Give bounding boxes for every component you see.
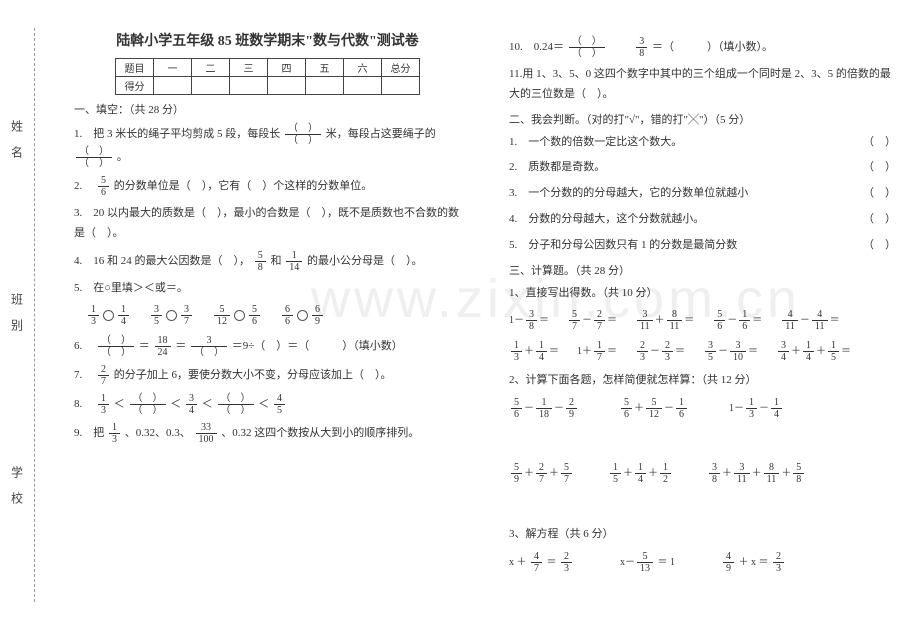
th-7: 总分	[382, 59, 420, 77]
exam-title: 陆斡小学五年级 85 班数学期末"数与代数"测试卷	[74, 30, 461, 50]
j3: 3. 一个分数的的分母越大，它的分数单位就越小（ ）	[509, 184, 896, 204]
c3-head: 3、解方程（共 6 分）	[509, 525, 896, 545]
frac-1-14: 114	[286, 250, 302, 273]
th-1: 一	[154, 59, 192, 77]
th-6: 六	[344, 59, 382, 77]
j4: 4. 分数的分母越大，这个分数就越小。（ ）	[509, 210, 896, 230]
label-class: 班别	[9, 293, 26, 345]
frac-blank: （ ）（ ）	[285, 123, 321, 146]
c1-head: 1、直接写出得数。（共 10 分）	[509, 284, 896, 304]
c1-row2: 13＋14＝ 1＋17＝ 23－23＝ 35－310＝ 34＋14＋15＝	[509, 340, 896, 363]
c1-row1: 1－38＝ 57－27＝ 311＋811＝ 56－16＝ 411－411＝	[509, 309, 896, 332]
frac-blank: （ ）（ ）	[76, 146, 112, 169]
section-calc: 三、计算题。（共 28 分）	[509, 262, 896, 278]
j1: 1. 一个数的倍数一定比这个数大。（ ）	[509, 133, 896, 153]
section-judge: 二、我会判断。（对的打"√"，错的打"╳"）（5 分）	[509, 111, 896, 127]
j2: 2. 质数都是奇数。（ ）	[509, 158, 896, 178]
binding-labels: 姓名 班别 学校	[0, 0, 34, 638]
c2-row1: 56－118－29 56＋512－16 1－13－14	[509, 397, 896, 420]
th-2: 二	[192, 59, 230, 77]
binding-line	[34, 28, 50, 602]
row2-label: 得分	[116, 77, 154, 95]
left-column: 陆斡小学五年级 85 班数学期末"数与代数"测试卷 题目 一 二 三 四 五 六…	[50, 0, 485, 638]
q5-items: 1314 3537 51256 6669	[86, 304, 461, 327]
c2-head: 2、计算下面各题，怎样简便就怎样算：（共 12 分）	[509, 371, 896, 391]
score-table: 题目 一 二 三 四 五 六 总分 得分	[115, 58, 420, 95]
th-0: 题目	[116, 59, 154, 77]
th-4: 四	[268, 59, 306, 77]
q9: 9. 把 13 、0.32、0.3、 33100 、0.32 这四个数按从大到小…	[74, 422, 461, 445]
q8: 8. 13 ＜ （ ）（ ） ＜ 34 ＜ （ ）（ ） ＜ 45	[74, 393, 461, 416]
q5: 5. 在○里填＞＜或＝。	[74, 279, 461, 299]
label-school: 学校	[9, 466, 26, 518]
right-column: 10. 0.24＝ （ ）（ ） 38 ＝（ ）（填小数）。 11.用 1、3、…	[485, 0, 920, 638]
q2: 2. 56 的分数单位是（ ），它有（ ）个这样的分数单位。	[74, 175, 461, 198]
c3-row: x ＋ 47 ＝ 23 x－513 ＝ 1 49 ＋ x ＝ 23	[509, 551, 896, 574]
frac-5-6: 56	[98, 175, 109, 198]
q3: 3. 20 以内最大的质数是（ ），最小的合数是（ ），既不是质数也不合数的数是…	[74, 204, 461, 244]
q6: 6. （ ）（ ） ＝ 1824 ＝ 3（ ） ＝9÷（ ）＝（ ）（填小数）	[74, 335, 461, 358]
q10: 10. 0.24＝ （ ）（ ） 38 ＝（ ）（填小数）。	[509, 36, 896, 59]
q11: 11.用 1、3、5、0 这四个数字中其中的三个组成一个同时是 2、3、5 的倍…	[509, 65, 896, 105]
section-fill: 一、填空：（共 28 分）	[74, 101, 461, 117]
label-name: 姓名	[9, 120, 26, 172]
th-5: 五	[306, 59, 344, 77]
j5: 5. 分子和分母公因数只有 1 的分数是最简分数（ ）	[509, 236, 896, 256]
th-3: 三	[230, 59, 268, 77]
q4: 4. 16 和 24 的最大公因数是（ ）， 58 和 114 的最小公分母是（…	[74, 250, 461, 273]
q1: 1. 把 3 米长的绳子平均剪成 5 段，每段长 （ ）（ ） 米，每段占这要绳…	[74, 123, 461, 169]
frac-5-8: 58	[255, 250, 266, 273]
c2-row2: 59＋27＋57 15＋14＋12 38＋311＋811＋58	[509, 462, 896, 485]
q7: 7. 27 的分子加上 6，要使分数大小不变，分母应该加上（ ）。	[74, 364, 461, 387]
